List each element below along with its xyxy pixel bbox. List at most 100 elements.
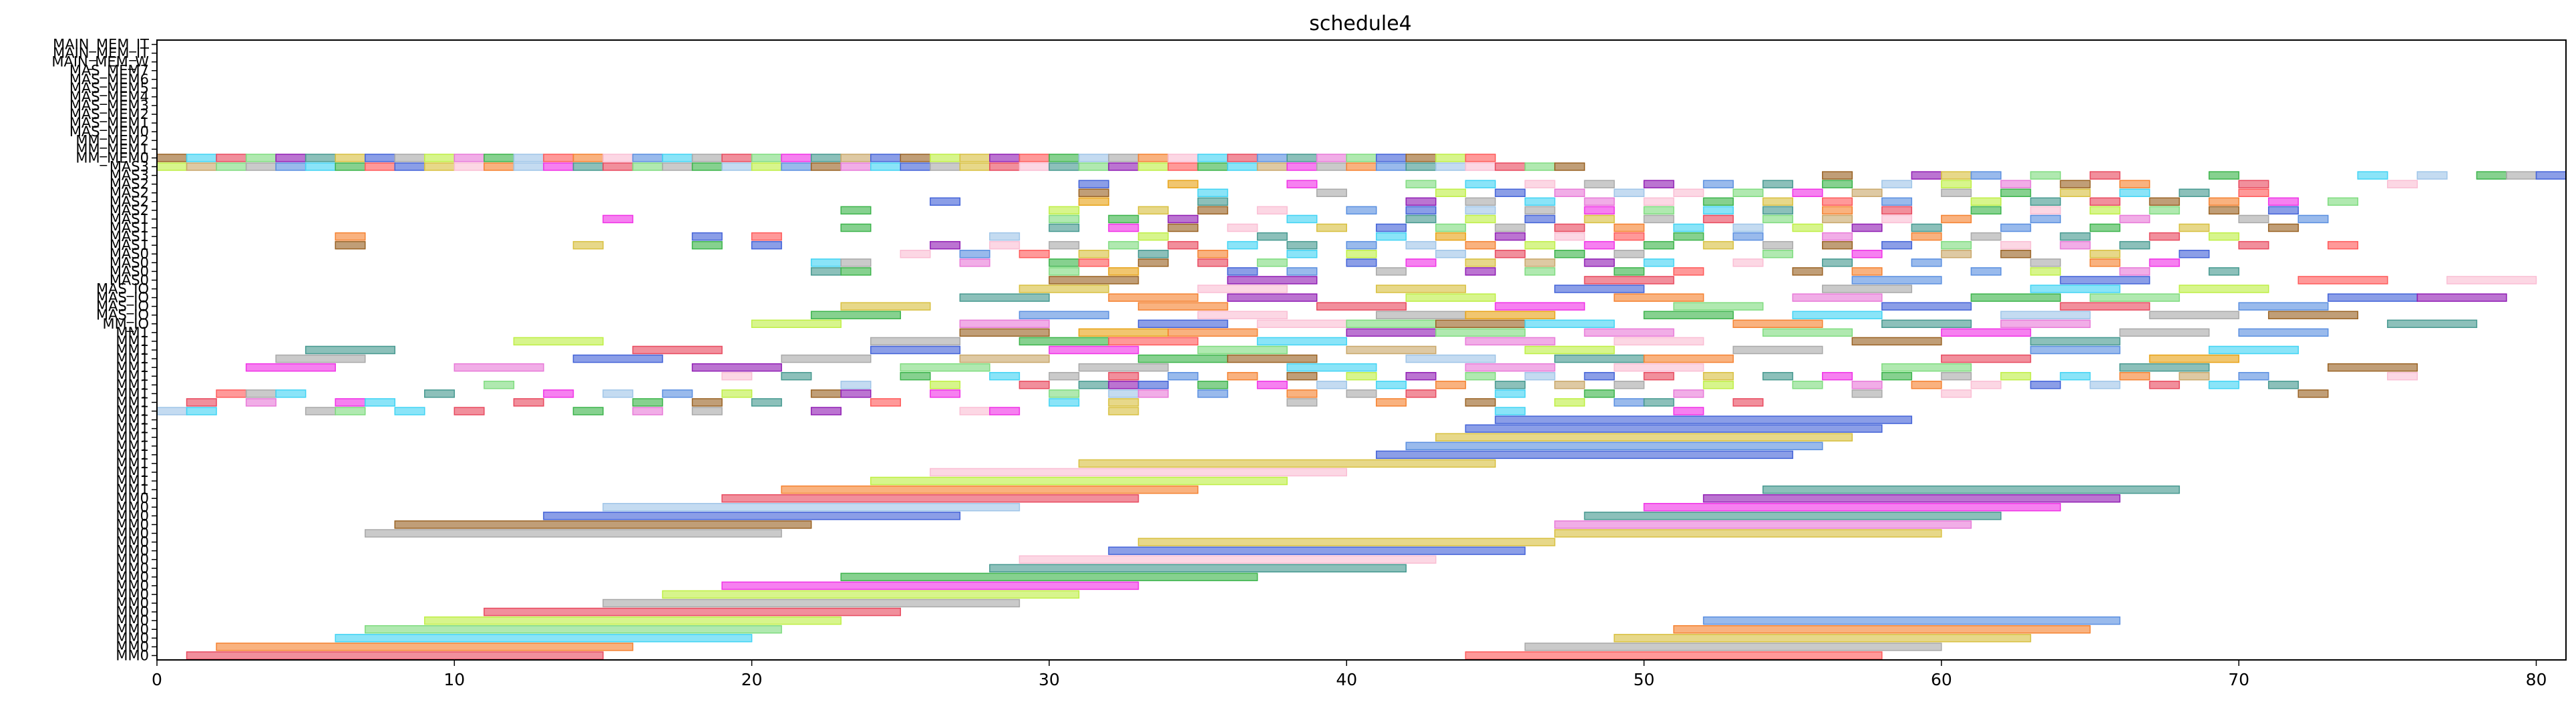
task-bar <box>1762 371 1793 381</box>
task-bar <box>1851 337 1942 346</box>
task-bar <box>1197 154 1228 162</box>
task-bar <box>1078 328 1169 337</box>
task-bar <box>2179 285 2269 293</box>
y-tick-label: MAS_MEM2 <box>69 106 149 123</box>
task-bar <box>1643 503 2061 512</box>
task-bar <box>1078 249 1109 258</box>
task-bar <box>2267 197 2299 206</box>
task-bar <box>1911 171 1942 180</box>
task-bar <box>691 398 723 407</box>
task-bar <box>2060 240 2091 250</box>
task-bar <box>1941 249 1972 258</box>
task-bar <box>2119 363 2210 372</box>
bars-layer <box>156 154 2567 660</box>
task-bar <box>156 162 188 171</box>
y-tick-label: MM1 <box>116 377 149 393</box>
task-bar <box>484 162 515 171</box>
task-bar <box>2357 171 2388 180</box>
task-bar <box>1821 232 1853 241</box>
task-bar <box>1227 162 1258 171</box>
task-bar <box>1256 381 1288 389</box>
task-bar <box>1167 371 1199 381</box>
y-tick-label: MAS0 <box>110 246 149 262</box>
task-bar <box>1435 433 1853 442</box>
y-tick-label: MAS0 <box>110 272 149 288</box>
task-bar <box>335 240 366 250</box>
y-tick-label: MAS_MEM0 <box>69 124 149 140</box>
task-bar <box>1792 311 1883 319</box>
task-bar <box>1286 389 1318 398</box>
task-bar <box>691 232 723 241</box>
task-bar <box>2000 188 2032 197</box>
task-bar <box>1673 407 1704 415</box>
task-bar <box>1881 319 1972 329</box>
task-bar <box>1256 337 1347 346</box>
task-bar <box>216 154 247 162</box>
task-bar <box>1643 398 1674 407</box>
task-bar <box>1049 223 1080 232</box>
task-bar <box>1970 197 2002 206</box>
task-bar <box>2119 214 2151 224</box>
task-bar <box>1643 197 1674 206</box>
task-bar <box>1941 354 2032 363</box>
task-bar <box>1197 258 1228 267</box>
task-bar <box>1465 267 1496 276</box>
task-bar <box>1049 276 1139 285</box>
task-bar <box>1673 232 1704 241</box>
y-tick-label: MM0 <box>116 569 149 585</box>
task-bar <box>1614 223 1645 232</box>
task-bar <box>1316 188 1347 197</box>
task-bar <box>1137 389 1169 398</box>
task-bar <box>1108 267 1139 276</box>
task-bar <box>1673 389 1704 398</box>
task-bar <box>2267 223 2299 232</box>
task-bar <box>1495 232 1526 241</box>
task-bar <box>2030 381 2061 389</box>
task-bar <box>870 337 961 346</box>
y-tick-label: MM0 <box>116 586 149 602</box>
x-tick-label: 40 <box>1336 670 1357 689</box>
y-tick-label: MM1 <box>116 456 149 472</box>
y-tick-label: MM1 <box>116 438 149 454</box>
task-bar <box>870 162 902 171</box>
task-bar <box>1019 285 1109 293</box>
task-bar <box>870 398 902 407</box>
task-bar <box>1970 171 2002 180</box>
task-bar <box>840 302 931 311</box>
task-bar <box>1465 154 1496 162</box>
task-bar <box>364 154 395 162</box>
task-bar <box>1019 555 1437 564</box>
task-bar <box>1167 214 1199 224</box>
task-bar <box>751 319 842 329</box>
task-bar <box>1167 328 1258 337</box>
task-bar <box>1851 267 1883 276</box>
task-bar <box>335 162 366 171</box>
task-bar <box>1376 311 1467 319</box>
task-bar <box>721 154 753 162</box>
task-bar <box>1108 371 1139 381</box>
task-bar <box>1376 285 1467 293</box>
x-axis: 0 10 20 30 40 50 60 70 80 <box>152 660 2547 689</box>
task-bar <box>751 232 782 241</box>
task-bar <box>1465 258 1496 267</box>
task-bar <box>989 240 1021 250</box>
y-tick-label: MM0 <box>116 525 149 541</box>
task-bar <box>1673 267 1704 276</box>
task-bar <box>1554 529 1942 538</box>
task-bar <box>1762 328 1853 337</box>
y-tick-label: MAS_MEM3 <box>69 98 149 114</box>
task-bar <box>1405 293 1496 302</box>
task-bar <box>1554 285 1645 293</box>
y-tick-label: MAS_IO <box>96 281 149 298</box>
task-bar <box>2208 206 2239 215</box>
task-bar <box>989 564 1407 573</box>
y-tick-label: MM0 <box>116 639 149 655</box>
task-bar <box>1316 223 1347 232</box>
task-bar <box>989 371 1021 381</box>
task-bar <box>1524 267 1555 276</box>
task-bar <box>632 398 663 407</box>
task-bar <box>1078 363 1169 372</box>
task-bar <box>1702 381 1734 389</box>
task-bar <box>1286 180 1318 188</box>
task-bar <box>1554 520 1972 529</box>
